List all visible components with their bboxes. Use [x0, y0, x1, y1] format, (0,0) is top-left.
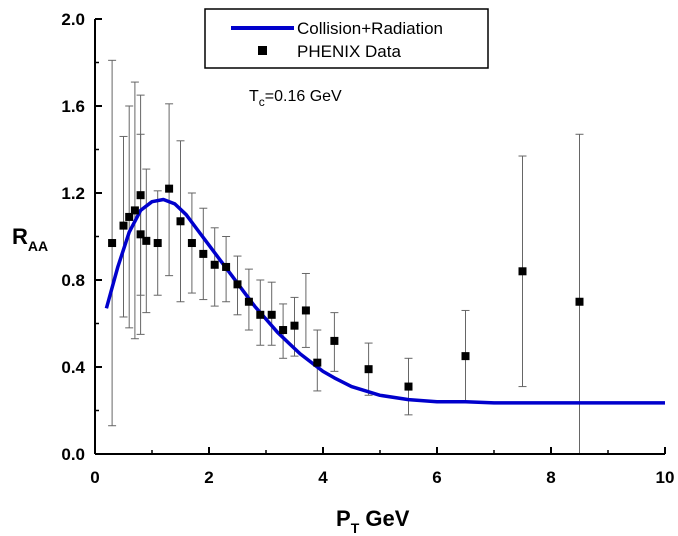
- data-point: [330, 336, 339, 345]
- data-point: [575, 297, 584, 306]
- tc-annotation-sub: c: [259, 95, 265, 109]
- y-tick-label: 0.8: [61, 271, 85, 290]
- x-axis-title-rest: GeV: [359, 506, 409, 531]
- data-point: [130, 206, 139, 215]
- data-point: [136, 191, 145, 200]
- legend-label-data: PHENIX Data: [297, 42, 401, 61]
- tc-annotation-rest: =0.16 GeV: [265, 88, 342, 105]
- x-tick-label: 0: [90, 468, 99, 487]
- x-tick-label: 2: [204, 468, 213, 487]
- data-point: [119, 221, 128, 230]
- x-tick-label: 8: [546, 468, 555, 487]
- data-point: [313, 358, 322, 367]
- legend-box: [204, 8, 489, 69]
- y-tick-label: 1.2: [61, 184, 85, 203]
- theory-curve: [104, 197, 665, 405]
- y-tick-label: 2.0: [61, 10, 85, 29]
- y-axis-title: RAA: [12, 224, 48, 254]
- data-point: [222, 262, 231, 271]
- data-point: [461, 352, 470, 361]
- y-tick-label: 1.6: [61, 97, 85, 116]
- legend-square-swatch: [258, 46, 267, 55]
- y-axis-title-sub: AA: [28, 238, 48, 254]
- axes: [94, 18, 666, 455]
- data-point: [404, 382, 413, 391]
- curve-layer: [104, 197, 665, 405]
- tick-labels: 0 2 4 6 8 10 0.0 0.4 0.8 1.2 1.6 2.0: [61, 10, 674, 487]
- data-point: [187, 239, 196, 248]
- x-axis-title: PT GeV: [336, 506, 410, 536]
- legend-label-curve: Collision+Radiation: [297, 19, 443, 38]
- data-point: [290, 321, 299, 330]
- data-point: [142, 236, 151, 245]
- error-bars: [108, 59, 584, 455]
- legend: Collision+Radiation PHENIX Data: [204, 8, 489, 69]
- x-tick-label: 10: [656, 468, 675, 487]
- x-axis-title-main: P: [336, 506, 351, 531]
- data-point: [125, 212, 134, 221]
- data-point: [153, 239, 162, 248]
- y-tick-label: 0.4: [61, 358, 85, 377]
- y-tick-label: 0.0: [61, 445, 85, 464]
- data-point: [518, 267, 527, 276]
- y-axis-title-main: R: [12, 224, 28, 249]
- data-point: [136, 230, 145, 239]
- data-point: [233, 280, 242, 289]
- x-axis-title-sub: T: [351, 520, 360, 536]
- data-point: [199, 249, 208, 258]
- data-point: [210, 260, 219, 269]
- data-points: [108, 184, 584, 391]
- data-point: [244, 297, 253, 306]
- x-tick-label: 6: [432, 468, 441, 487]
- x-tick-label: 4: [318, 468, 328, 487]
- data-point: [267, 310, 276, 319]
- data-point: [176, 217, 185, 226]
- data-point: [165, 184, 174, 193]
- tc-annotation: Tc=0.16 GeV: [249, 88, 342, 109]
- data-point: [256, 310, 265, 319]
- data-point: [364, 365, 373, 374]
- data-point: [301, 306, 310, 315]
- tc-annotation-main: T: [249, 88, 259, 105]
- data-point: [108, 239, 117, 248]
- data-point: [279, 326, 288, 335]
